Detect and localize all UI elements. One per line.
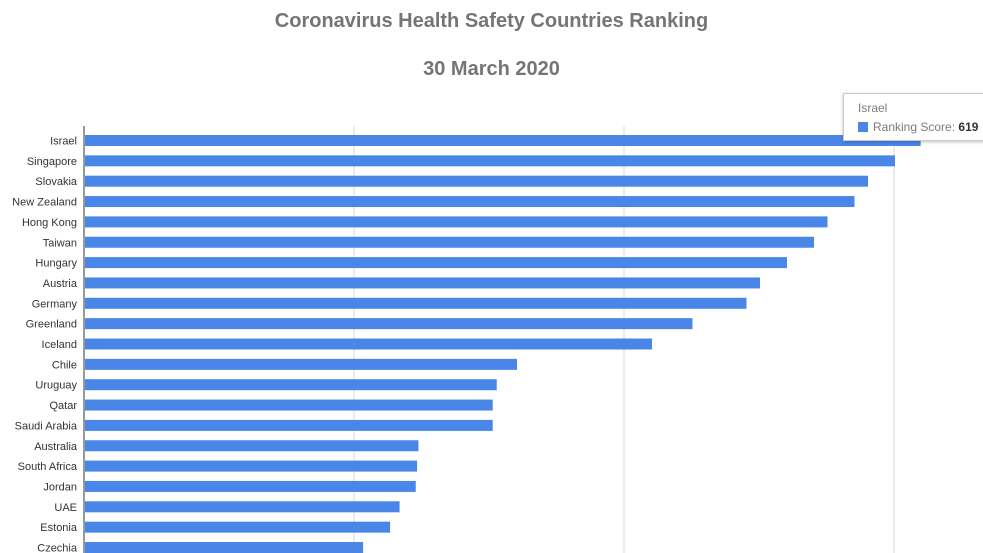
bar-germany[interactable] xyxy=(85,297,747,309)
bar-slovakia[interactable] xyxy=(85,175,868,187)
bar-jordan[interactable] xyxy=(85,480,416,492)
bar-qatar[interactable] xyxy=(85,399,493,411)
category-label: Israel xyxy=(50,136,77,148)
category-label: Slovakia xyxy=(35,176,77,188)
bar-taiwan[interactable] xyxy=(85,236,814,248)
bar-new-zealand[interactable] xyxy=(85,196,855,208)
bar-uruguay[interactable] xyxy=(85,379,497,391)
category-label: Jordan xyxy=(43,481,77,493)
bar-hungary[interactable] xyxy=(85,257,787,269)
category-label: South Africa xyxy=(18,461,78,473)
category-label: Australia xyxy=(34,441,78,453)
bar-estonia[interactable] xyxy=(85,521,391,533)
category-label: Singapore xyxy=(27,156,77,168)
category-label: Iceland xyxy=(42,339,77,351)
bar-uae[interactable] xyxy=(85,501,400,513)
category-label: Hong Kong xyxy=(22,217,77,229)
bar-israel[interactable] xyxy=(85,135,921,146)
category-label: Czechia xyxy=(37,543,78,553)
value-tooltip: Israel Ranking Score: 619 xyxy=(843,93,983,141)
tooltip-value: 619 xyxy=(958,120,979,134)
category-label: Saudi Arabia xyxy=(15,420,78,432)
category-label: Taiwan xyxy=(43,237,77,249)
bar-austria[interactable] xyxy=(85,277,760,289)
tooltip-series-swatch xyxy=(858,122,868,132)
bar-saudi-arabia[interactable] xyxy=(85,419,493,431)
category-label: UAE xyxy=(54,502,77,514)
bar-singapore[interactable] xyxy=(85,155,895,167)
bar-czechia[interactable] xyxy=(85,542,364,553)
category-label: Greenland xyxy=(26,319,77,331)
tooltip-country: Israel xyxy=(858,101,888,115)
chart-title: Coronavirus Health Safety Countries Rank… xyxy=(274,10,709,32)
bar-south-africa[interactable] xyxy=(85,460,418,472)
category-label: Chile xyxy=(52,359,77,371)
category-label: Hungary xyxy=(35,258,77,270)
category-label: Uruguay xyxy=(35,380,77,392)
tooltip-row: Ranking Score: 619 xyxy=(858,120,978,134)
category-label: New Zealand xyxy=(12,197,77,209)
bar-australia[interactable] xyxy=(85,440,419,452)
bar-iceland[interactable] xyxy=(85,338,652,350)
bar-chile[interactable] xyxy=(85,358,517,370)
category-label: Estonia xyxy=(40,522,78,534)
chart-subtitle: 30 March 2020 xyxy=(423,58,560,80)
bar-hong-kong[interactable] xyxy=(85,216,828,228)
category-label: Austria xyxy=(43,278,78,290)
category-label: Germany xyxy=(32,298,78,310)
tooltip-series-label: Ranking Score: xyxy=(873,120,956,134)
bar-greenland[interactable] xyxy=(85,318,693,330)
category-label: Qatar xyxy=(49,400,77,412)
